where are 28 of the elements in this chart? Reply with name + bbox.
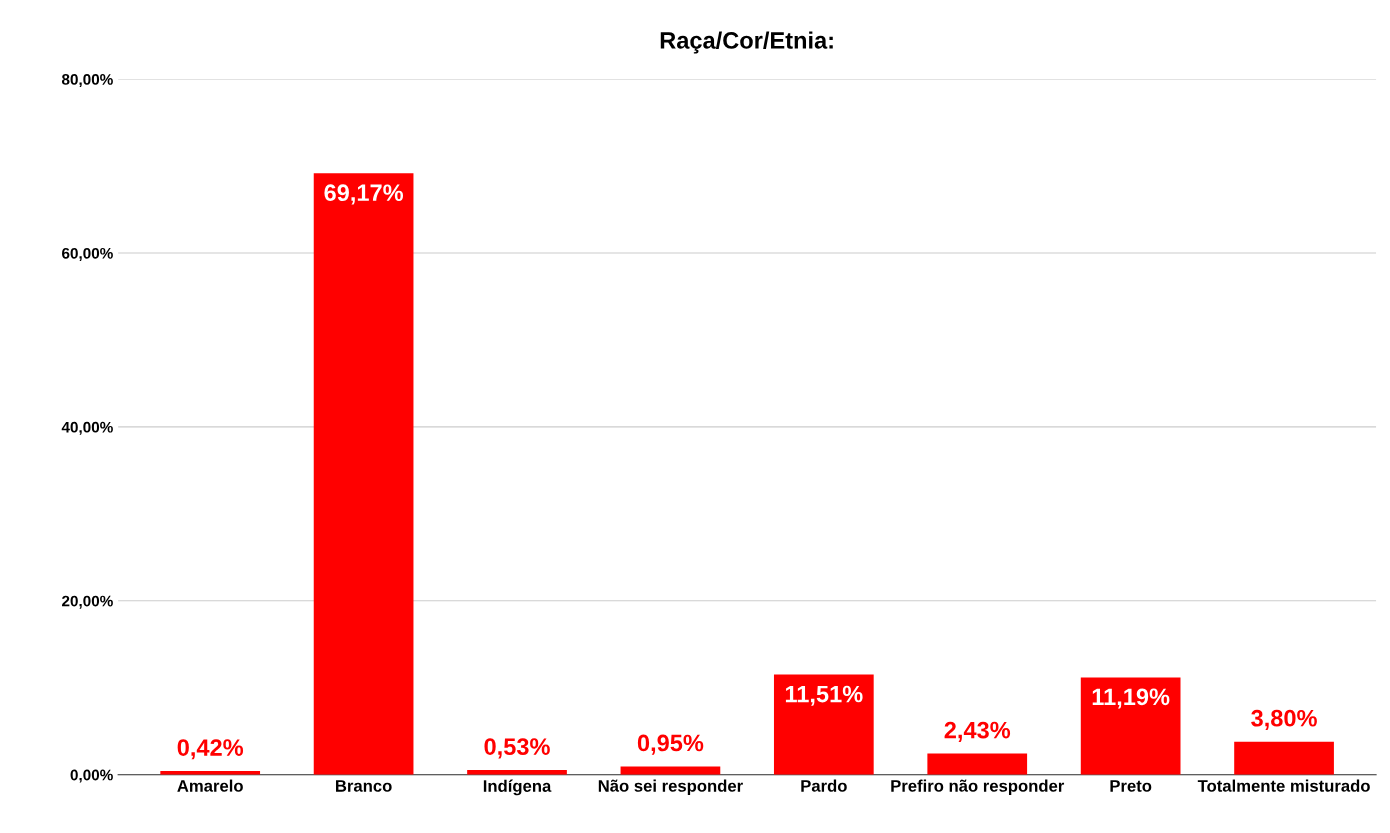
x-tick-label: Indígena xyxy=(483,779,552,796)
bar xyxy=(313,173,414,775)
x-tick-label: Pardo xyxy=(801,779,847,792)
y-tick-label: 20,00% xyxy=(62,595,113,609)
data-label: 11,51% xyxy=(785,685,863,706)
data-label: 2,43% xyxy=(944,721,1011,742)
y-tick-label: 60,00% xyxy=(62,247,113,261)
data-label: 0,53% xyxy=(484,738,550,759)
x-tick-label: Totalmente misturado xyxy=(1197,779,1370,792)
x-tick-label: Não sei responder xyxy=(598,779,743,796)
x-tick-label: Prefiro não responder xyxy=(891,779,1065,796)
chart-title: Raça/Cor/Etnia: xyxy=(660,31,833,54)
y-tick-label: 80,00% xyxy=(61,74,113,88)
bar xyxy=(620,766,721,775)
bar xyxy=(773,674,874,775)
y-tick-label: 40,00% xyxy=(61,421,113,435)
data-label: 0,42% xyxy=(177,739,244,760)
x-tick-label: Amarelo xyxy=(177,779,243,792)
data-label: 3,80% xyxy=(1251,709,1317,730)
x-tick-label: Branco xyxy=(336,780,392,792)
bar xyxy=(927,753,1028,775)
bar xyxy=(1080,677,1181,775)
data-label: 69,17% xyxy=(324,184,404,205)
bar xyxy=(1234,741,1334,775)
data-label: 0,95% xyxy=(637,734,704,755)
data-label: 11,19% xyxy=(1092,688,1170,709)
x-tick-label: Preto xyxy=(1110,780,1152,792)
y-tick-label: 0,00% xyxy=(70,769,113,783)
